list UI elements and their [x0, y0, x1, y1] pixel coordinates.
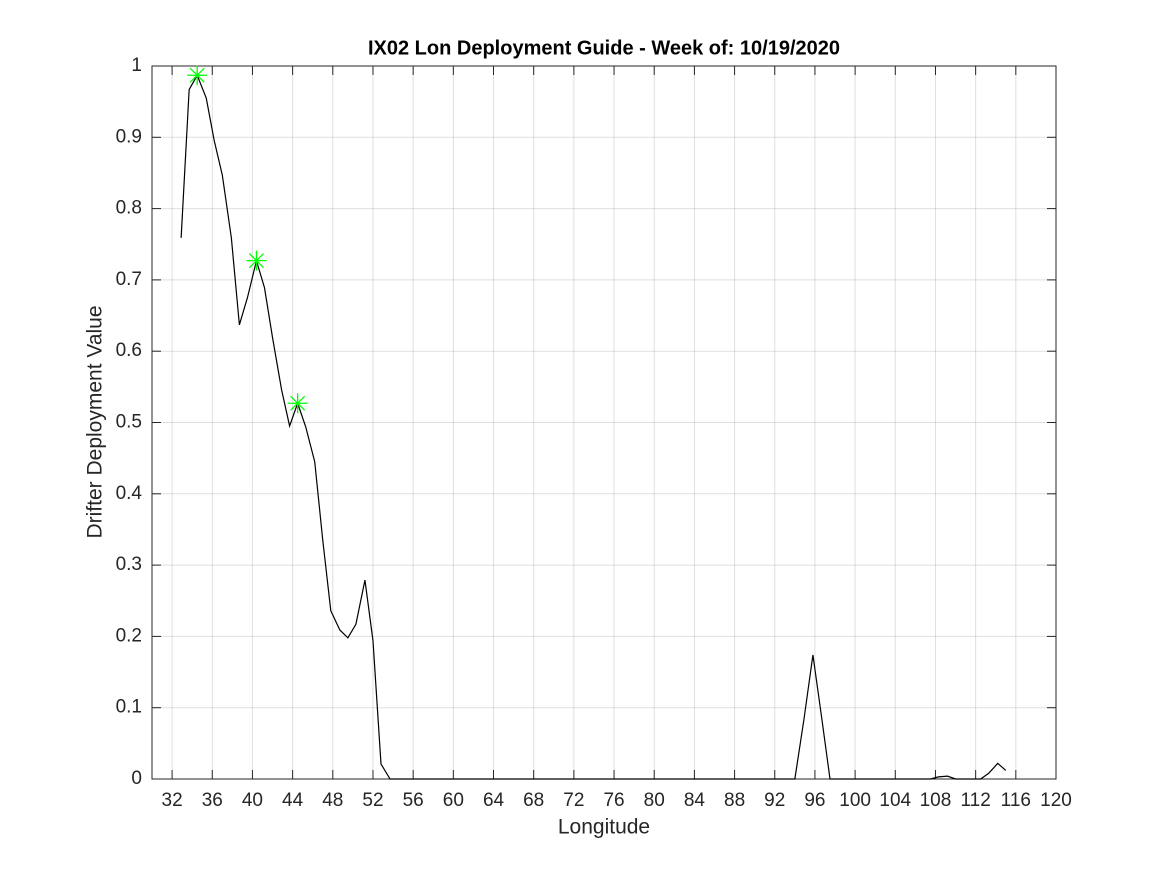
x-tick-label: 100 — [839, 790, 871, 811]
x-tick-label: 40 — [242, 790, 263, 811]
data-line — [180, 73, 1007, 780]
x-tick-label: 64 — [483, 790, 505, 811]
x-tick-label: 104 — [879, 790, 911, 811]
x-tick-label: 92 — [764, 790, 785, 811]
star-marker — [246, 250, 267, 271]
y-tick-label: 0.9 — [116, 126, 142, 147]
x-tick-label: 76 — [603, 790, 624, 811]
x-axis-label: Longitude — [558, 816, 650, 839]
x-tick-label: 60 — [443, 790, 464, 811]
x-tick-label: 56 — [403, 790, 424, 811]
y-tick-label: 0.1 — [116, 697, 142, 718]
y-axis-label: Drifter Deployment Value — [84, 305, 107, 538]
x-tick-label: 120 — [1040, 790, 1072, 811]
chart-title: IX02 Lon Deployment Guide - Week of: 10/… — [368, 37, 840, 59]
x-tick-label: 108 — [920, 790, 952, 811]
x-tick-label: 32 — [162, 790, 183, 811]
y-tick-label: 0.5 — [116, 412, 142, 433]
x-tick-label: 72 — [563, 790, 584, 811]
x-tick-label: 80 — [644, 790, 665, 811]
plot-area — [152, 66, 1056, 779]
y-tick-label: 0.3 — [116, 554, 142, 575]
x-tick-label: 48 — [322, 790, 343, 811]
y-tick-label: 0.8 — [116, 198, 142, 219]
star-marker — [287, 393, 308, 414]
x-tick-label: 52 — [362, 790, 383, 811]
y-tick-label: 0.4 — [116, 483, 143, 504]
star-marker — [187, 65, 208, 86]
x-tick-label: 112 — [960, 790, 990, 811]
y-tick-label: 1 — [131, 55, 142, 76]
x-tick-label: 88 — [724, 790, 745, 811]
y-tick-label: 0.6 — [116, 340, 142, 361]
x-tick-label: 44 — [282, 790, 304, 811]
y-tick-label: 0 — [131, 768, 142, 789]
x-tick-label: 116 — [1001, 790, 1031, 811]
y-tick-label: 0.7 — [116, 269, 142, 290]
x-tick-label: 68 — [523, 790, 544, 811]
x-tick-label: 84 — [684, 790, 706, 811]
x-tick-label: 96 — [804, 790, 825, 811]
x-tick-label: 36 — [202, 790, 223, 811]
y-tick-label: 0.2 — [116, 625, 142, 646]
